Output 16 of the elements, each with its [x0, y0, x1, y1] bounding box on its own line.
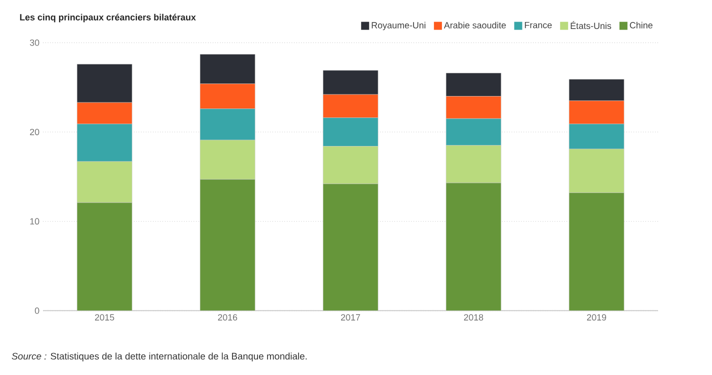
legend-label: États-Unis	[570, 21, 612, 30]
x-tick-label: 2019	[587, 314, 606, 321]
x-tick-label: 2015	[95, 314, 114, 321]
legend-label: Arabie saoudite	[444, 22, 506, 28]
y-tick-label: 0	[34, 308, 40, 314]
y-tick-label: 20	[30, 128, 40, 136]
x-tick-label: 2017	[341, 314, 360, 321]
x-tick-label: 2016	[218, 314, 238, 321]
y-tick-label: 10	[30, 218, 40, 225]
legend-label: Chine	[630, 22, 652, 28]
y-tick-label: 30	[30, 39, 40, 46]
legend-label: Royaume-Uni	[372, 22, 426, 30]
x-tick-label: 2018	[464, 314, 484, 321]
chart-title: Les cinq principaux créanciers bilatéraux	[20, 14, 196, 22]
legend-label: France	[524, 22, 552, 28]
text: Source : Statistiques de la dette internationale de la Banque mondiale.	[12, 352, 307, 362]
